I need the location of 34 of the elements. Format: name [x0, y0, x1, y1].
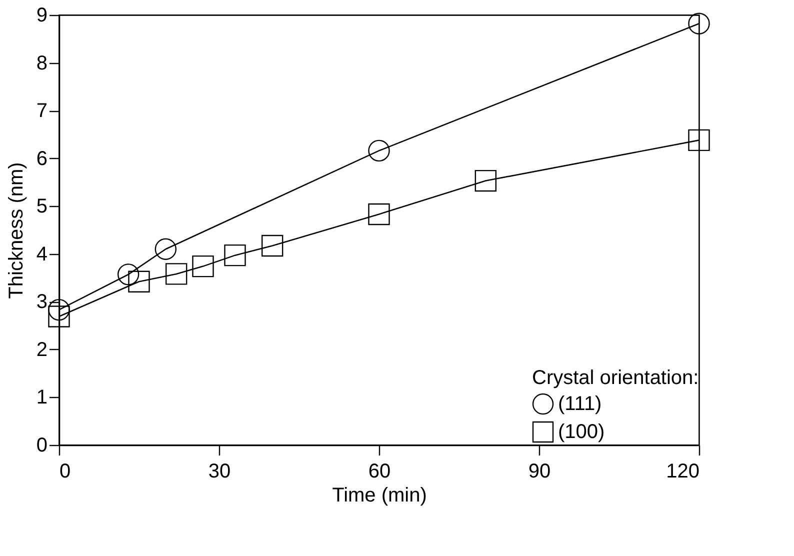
- y-axis-title: Thickness (nm): [5, 162, 28, 299]
- point: [128, 270, 150, 292]
- y-tick-label: 0: [36, 434, 48, 456]
- point: [474, 170, 497, 192]
- y-tick-label: 8: [36, 52, 48, 74]
- legend-label: (100): [558, 421, 605, 443]
- y-tick-label: 6: [36, 148, 48, 170]
- point: [48, 298, 70, 321]
- point: [261, 234, 284, 257]
- x-tick-label: 0: [60, 460, 71, 482]
- legend-label: (111): [558, 393, 602, 415]
- point: [688, 129, 710, 152]
- point: [48, 306, 70, 328]
- y-tick-label: 4: [36, 243, 48, 266]
- y-tick-label: 3: [36, 291, 48, 314]
- y-tick-label: 1: [36, 386, 48, 409]
- y-tick-label: 2: [36, 338, 48, 361]
- y-tick-label: 5: [36, 196, 48, 218]
- x-tick-label: 60: [368, 460, 391, 482]
- x-axis-title: Time (min): [332, 484, 427, 506]
- x-tick-label: 90: [528, 460, 551, 482]
- y-tick-label: 9: [36, 4, 48, 26]
- point: [117, 264, 140, 286]
- point: [192, 255, 214, 278]
- point: [224, 244, 246, 266]
- y-tick-label: 7: [36, 100, 48, 122]
- point: [368, 140, 390, 162]
- point: [154, 238, 177, 260]
- point: [368, 203, 390, 226]
- legend-title: Crystal orientation:: [532, 367, 699, 389]
- point: [688, 12, 710, 34]
- point: [165, 263, 188, 285]
- x-tick-label: 120: [666, 460, 700, 482]
- x-tick-label: 30: [208, 460, 231, 482]
